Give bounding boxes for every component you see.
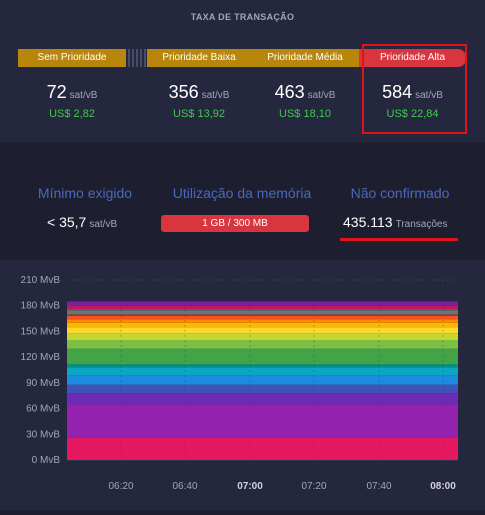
area-band: [67, 301, 458, 306]
y-tick-label: 0 MvB: [32, 455, 61, 466]
fee-usd-low: US$ 13,92: [173, 108, 225, 120]
area-band: [67, 437, 458, 460]
area-band: [67, 364, 458, 368]
area-band: [67, 393, 458, 405]
fee-value-medium: 463 sat/vB: [251, 82, 359, 103]
min-fee-title: Mínimo exigido: [37, 185, 133, 201]
area-band: [67, 305, 458, 310]
y-tick-label: 180 MvB: [21, 301, 61, 312]
area-band: [67, 404, 458, 438]
min-fee-number: < 35,7: [47, 214, 87, 230]
min-fee-value: < 35,7 sat/vB: [47, 214, 117, 230]
y-tick-label: 210 MvB: [21, 275, 61, 286]
fee-usd-medium: US$ 18,10: [279, 108, 331, 120]
area-band: [67, 316, 458, 320]
y-tick-label: 150 MvB: [21, 326, 61, 337]
y-tick-label: 60 MvB: [26, 404, 60, 415]
area-band: [67, 310, 458, 313]
memory-usage-bar: 1 GB / 300 MB: [161, 215, 309, 232]
area-band: [67, 367, 458, 376]
tier-label-none: Sem Prioridade: [18, 49, 126, 67]
fee-number: 72: [46, 82, 67, 102]
fee-number: 463: [274, 82, 305, 102]
area-band: [67, 340, 458, 349]
area-band: [67, 322, 458, 328]
x-tick-label: 07:40: [366, 481, 391, 492]
area-band: [67, 314, 458, 316]
x-tick-label: 07:20: [301, 481, 326, 492]
fee-unit: sat/vB: [307, 90, 336, 101]
area-band: [67, 309, 458, 311]
fee-unit: sat/vB: [201, 90, 230, 101]
annotation-underline: [340, 238, 458, 241]
fee-usd-none: US$ 2,82: [49, 108, 95, 120]
unconfirmed-unit: Transações: [395, 219, 448, 230]
fee-number: 584: [382, 82, 413, 102]
fees-panel: [0, 0, 485, 142]
x-tick-label: 07:00: [237, 481, 263, 492]
min-fee-unit: sat/vB: [89, 219, 118, 230]
area-band: [67, 327, 458, 334]
y-tick-label: 30 MvB: [26, 429, 60, 440]
x-tick-label: 08:00: [430, 481, 456, 492]
area-band: [67, 384, 458, 394]
fee-value-none: 72 sat/vB: [18, 82, 126, 103]
mempool-chart-panel: 0 MvB 30 MvB 60 MvB 90 MvB 120 MvB 150 MvB 180…: [0, 260, 485, 510]
mempool-panel: [0, 164, 485, 260]
tier-label-low: Prioridade Baixa: [147, 49, 251, 67]
tier-label-medium: Prioridade Média: [251, 49, 359, 67]
fees-title: TAXA DE TRANSAÇÃO: [190, 12, 295, 22]
area-band: [67, 312, 458, 315]
area-band: [67, 348, 458, 364]
area-band: [67, 319, 458, 323]
y-tick-label: 120 MvB: [21, 352, 61, 363]
memory-usage-title: Utilização da memória: [172, 185, 312, 201]
x-tick-label: 06:20: [108, 481, 133, 492]
fee-number: 356: [168, 82, 199, 102]
fee-usd-high: US$ 22,84: [386, 108, 439, 120]
tier-label-high: Prioridade Alta: [359, 49, 466, 67]
fee-value-high: 584 sat/vB: [359, 82, 466, 103]
fee-value-low: 356 sat/vB: [147, 82, 251, 103]
annotation-highlight-box: [362, 44, 467, 134]
fee-unit: sat/vB: [415, 90, 443, 101]
x-tick-label: 06:40: [172, 481, 197, 492]
fee-unit: sat/vB: [69, 90, 98, 101]
y-tick-label: 90 MvB: [26, 378, 60, 389]
unconfirmed-value: 435.113 Transações: [343, 214, 447, 230]
unconfirmed-title: Não confirmado: [350, 185, 450, 201]
area-band: [67, 375, 458, 385]
mempool-chart[interactable]: 0 MvB 30 MvB 60 MvB 90 MvB 120 MvB 150 MvB 180…: [0, 260, 485, 510]
tier-separator: [128, 49, 146, 67]
area-band: [67, 333, 458, 340]
unconfirmed-number: 435.113: [343, 214, 393, 230]
section-gap: [0, 142, 485, 164]
